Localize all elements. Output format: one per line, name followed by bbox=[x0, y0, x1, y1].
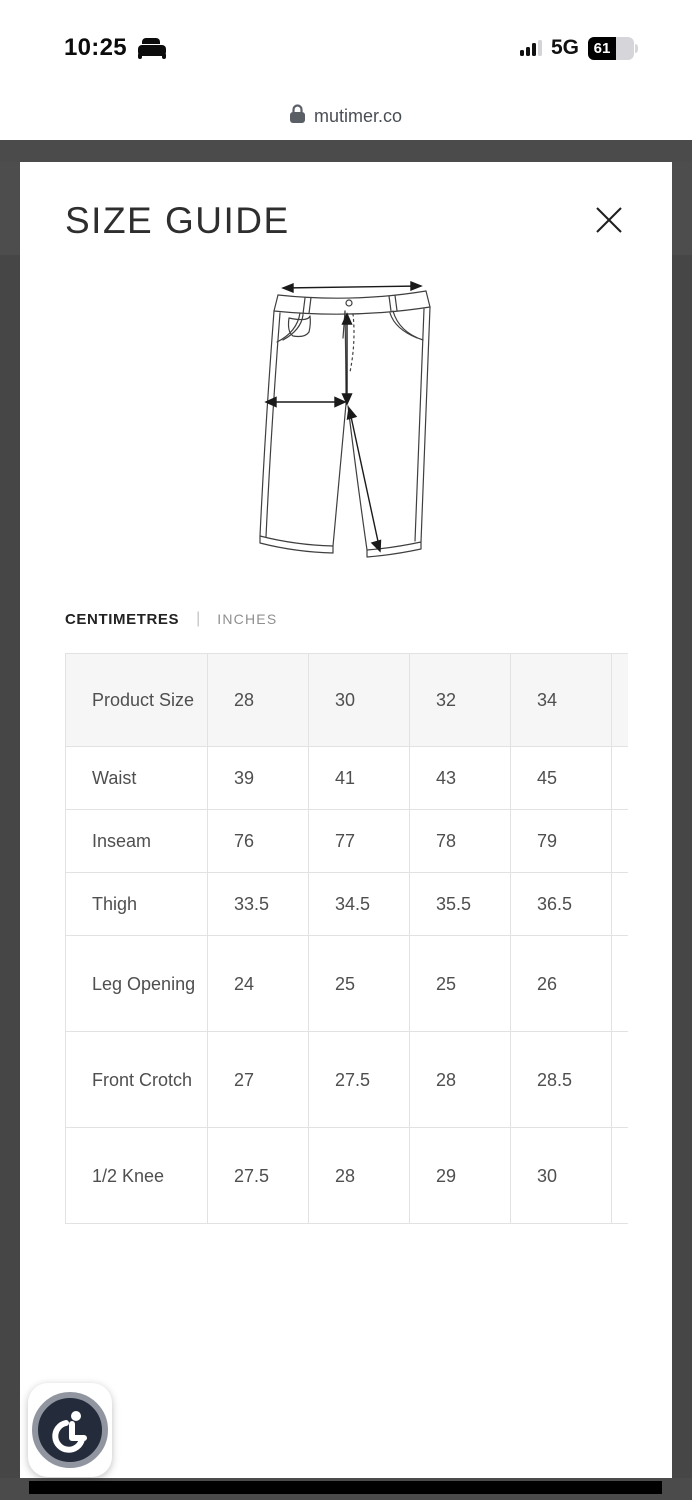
header-label: Product Size bbox=[65, 653, 208, 747]
table-row: Inseam 76 77 78 79 bbox=[65, 809, 628, 873]
tab-inches[interactable]: INCHES bbox=[217, 611, 278, 627]
cell bbox=[611, 935, 628, 1032]
cell: 33.5 bbox=[207, 872, 309, 936]
size-guide-modal: SIZE GUIDE bbox=[20, 162, 672, 1478]
size-col: 32 bbox=[409, 653, 511, 747]
table-row: Thigh 33.5 34.5 35.5 36.5 bbox=[65, 872, 628, 936]
page-overlay-top bbox=[0, 140, 692, 162]
cell: 41 bbox=[308, 746, 410, 810]
cell bbox=[611, 746, 628, 810]
modal-title: SIZE GUIDE bbox=[65, 200, 290, 241]
cell: 30 bbox=[510, 1127, 612, 1224]
size-col bbox=[611, 653, 628, 747]
size-table: Product Size 28 30 32 34 Waist 39 41 43 … bbox=[65, 653, 628, 1224]
row-label: Front Crotch bbox=[65, 1031, 208, 1128]
cell: 35.5 bbox=[409, 872, 511, 936]
cell bbox=[611, 809, 628, 873]
cell bbox=[611, 1127, 628, 1224]
cellular-signal-icon bbox=[519, 40, 542, 56]
tab-centimetres[interactable]: CENTIMETRES bbox=[65, 610, 180, 628]
bottom-black-bar bbox=[29, 1481, 662, 1494]
table-header-row: Product Size 28 30 32 34 bbox=[65, 653, 628, 747]
row-label: Waist bbox=[65, 746, 208, 810]
cell: 79 bbox=[510, 809, 612, 873]
status-bar: 10:25 5G 61 bbox=[0, 0, 692, 92]
close-icon[interactable] bbox=[592, 202, 628, 238]
cell: 28 bbox=[409, 1031, 511, 1128]
cell: 78 bbox=[409, 809, 511, 873]
cell: 28.5 bbox=[510, 1031, 612, 1128]
cell: 25 bbox=[409, 935, 511, 1032]
battery-icon: 61 bbox=[588, 36, 638, 60]
unit-toggle: CENTIMETRES | INCHES bbox=[65, 610, 277, 628]
cell: 77 bbox=[308, 809, 410, 873]
cell: 34.5 bbox=[308, 872, 410, 936]
cell: 36.5 bbox=[510, 872, 612, 936]
cell: 24 bbox=[207, 935, 309, 1032]
cell: 26 bbox=[510, 935, 612, 1032]
cell: 29 bbox=[409, 1127, 511, 1224]
table-row: 1/2 Knee 27.5 28 29 30 bbox=[65, 1127, 628, 1224]
cell: 43 bbox=[409, 746, 511, 810]
size-col: 30 bbox=[308, 653, 410, 747]
size-table-scroll-area[interactable]: Product Size 28 30 32 34 Waist 39 41 43 … bbox=[65, 653, 628, 1224]
cell: 45 bbox=[510, 746, 612, 810]
cell: 28 bbox=[308, 1127, 410, 1224]
browser-url-bar[interactable]: mutimer.co bbox=[0, 92, 692, 140]
cell: 25 bbox=[308, 935, 410, 1032]
size-col: 28 bbox=[207, 653, 309, 747]
sleep-focus-bed-icon bbox=[137, 37, 167, 59]
row-label: Inseam bbox=[65, 809, 208, 873]
cell: 27.5 bbox=[308, 1031, 410, 1128]
size-col: 34 bbox=[510, 653, 612, 747]
row-label: 1/2 Knee bbox=[65, 1127, 208, 1224]
cell: 39 bbox=[207, 746, 309, 810]
pants-measurement-diagram bbox=[253, 280, 453, 570]
url-domain: mutimer.co bbox=[313, 105, 403, 126]
battery-percent: 61 bbox=[588, 36, 617, 60]
clock: 10:25 bbox=[64, 34, 127, 61]
cell: 76 bbox=[207, 809, 309, 873]
unit-divider: | bbox=[196, 610, 201, 627]
network-type-label: 5G bbox=[550, 36, 579, 59]
cell bbox=[611, 872, 628, 936]
table-row: Leg Opening 24 25 25 26 bbox=[65, 935, 628, 1032]
accessibility-icon bbox=[32, 1392, 108, 1468]
lock-icon bbox=[289, 104, 305, 128]
row-label: Leg Opening bbox=[65, 935, 208, 1032]
table-row: Front Crotch 27 27.5 28 28.5 bbox=[65, 1031, 628, 1128]
row-label: Thigh bbox=[65, 872, 208, 936]
cell: 27.5 bbox=[207, 1127, 309, 1224]
cell: 27 bbox=[207, 1031, 309, 1128]
cell bbox=[611, 1031, 628, 1128]
accessibility-widget-button[interactable] bbox=[28, 1383, 112, 1477]
table-row: Waist 39 41 43 45 bbox=[65, 746, 628, 810]
